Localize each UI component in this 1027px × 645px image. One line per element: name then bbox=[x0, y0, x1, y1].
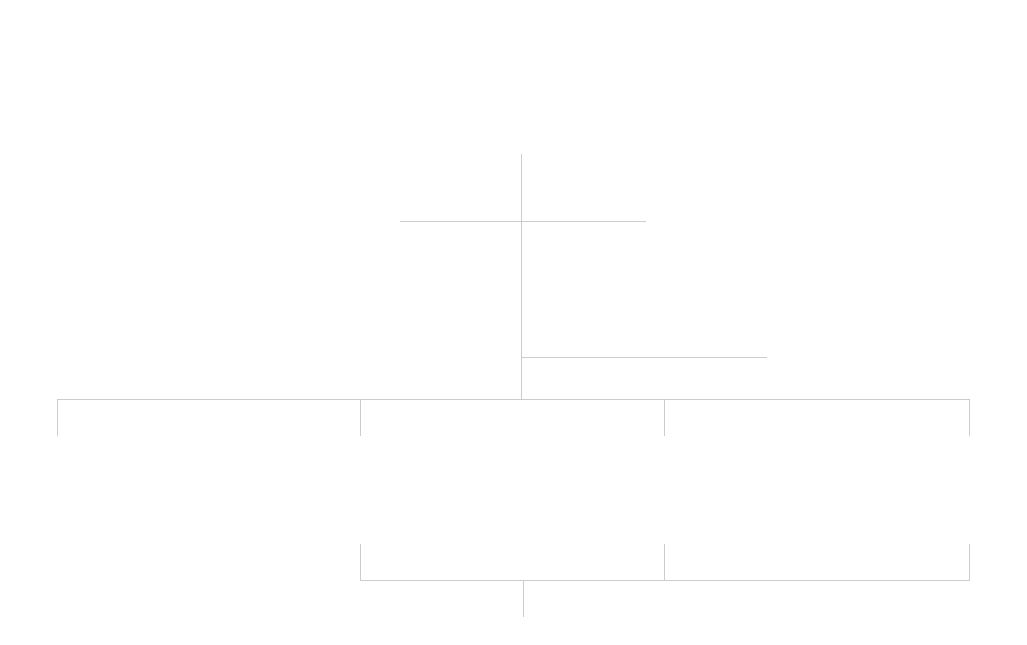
org-chart-connectors bbox=[57, 154, 970, 617]
